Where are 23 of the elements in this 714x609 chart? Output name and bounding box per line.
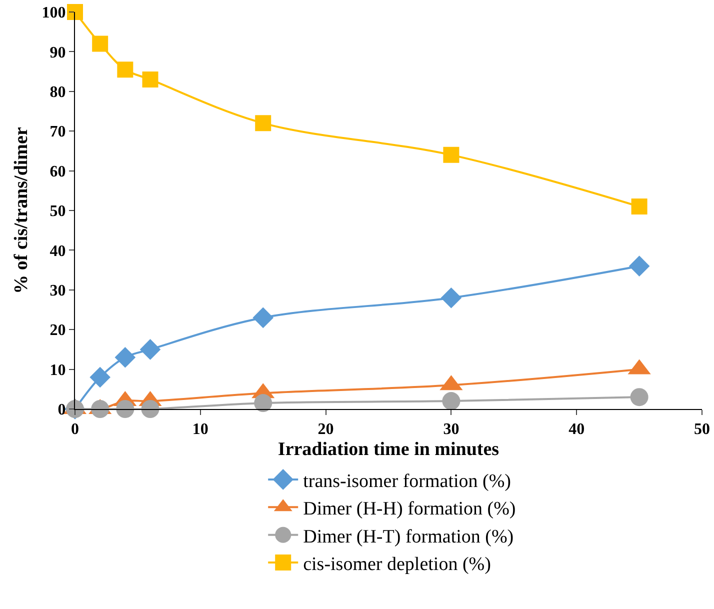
x-tick-label: 30 xyxy=(443,421,460,438)
y-tick-label: 80 xyxy=(50,84,66,101)
y-tick-label: 30 xyxy=(50,282,66,300)
y-tick-label: 90 xyxy=(50,44,66,62)
legend-label: trans-isomer formation (%) xyxy=(303,470,511,492)
legend-label: cis-isomer depletion (%) xyxy=(303,554,491,575)
legend-label: Dimer (H-T) formation (%) xyxy=(303,526,514,548)
y-tick-label: 70 xyxy=(50,124,66,141)
x-tick-label: 0 xyxy=(71,421,79,438)
y-tick-label: 10 xyxy=(50,362,66,379)
x-tick-label: 10 xyxy=(192,421,208,438)
x-tick-label: 50 xyxy=(694,421,710,438)
y-axis-title: % of cis/trans/dimer xyxy=(11,126,32,294)
y-tick-label: 40 xyxy=(50,242,66,260)
x-tick-label: 20 xyxy=(318,421,334,438)
y-tick-label: 20 xyxy=(50,322,66,340)
y-tick-label: 100 xyxy=(42,4,66,22)
x-axis-title: Irradiation time in minutes xyxy=(278,439,500,460)
y-tick-label: 50 xyxy=(50,203,66,220)
legend-label: Dimer (H-H) formation (%) xyxy=(303,498,516,520)
y-tick-label: 60 xyxy=(50,163,66,180)
x-tick-label: 40 xyxy=(568,421,585,438)
y-tick-label: 0 xyxy=(58,402,66,419)
